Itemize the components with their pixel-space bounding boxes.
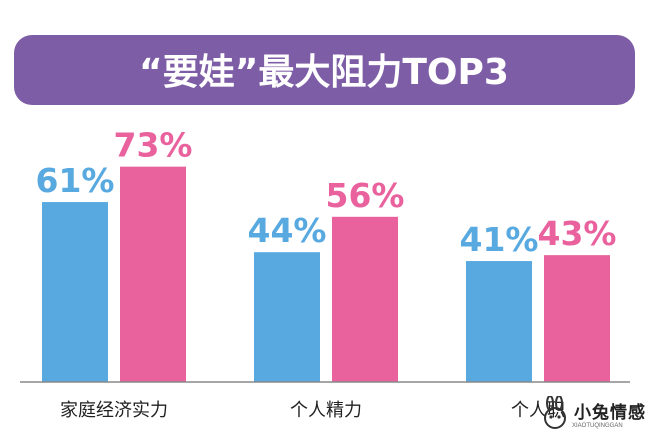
value-label-2-3: 43%: [538, 214, 617, 253]
value-label-1-2: 44%: [248, 211, 327, 250]
watermark-logo: 小兔情感 XIAOTUQINGGAN: [536, 390, 648, 438]
title-band: [14, 35, 635, 105]
category-label-1: 家庭经济实力: [60, 400, 168, 421]
bars-group: 61%73% 44%56% 41% 43%: [36, 126, 617, 382]
bar-1-2: [254, 252, 320, 382]
bar-2-1: [120, 166, 186, 382]
bar-2-3: [544, 255, 610, 382]
chart-title: “要娃”最大阻力TOP3: [139, 52, 509, 93]
value-label-1-3: 41%: [460, 220, 539, 259]
rabbit-icon: [544, 396, 566, 429]
value-label-1-1: 61%: [36, 161, 115, 200]
value-label-2-2: 56%: [326, 176, 405, 215]
bar-2-2: [332, 216, 398, 382]
bar-1-3: [466, 261, 532, 382]
bar-1-1: [42, 202, 108, 382]
watermark-sub: XIAOTUQINGGAN: [572, 423, 623, 429]
category-label-2: 个人精力: [290, 400, 362, 421]
value-label-2-1: 73%: [114, 126, 193, 165]
watermark-name: 小兔情感: [574, 403, 646, 423]
category-labels: 家庭经济实力 个人精力 个人职: [60, 400, 565, 421]
